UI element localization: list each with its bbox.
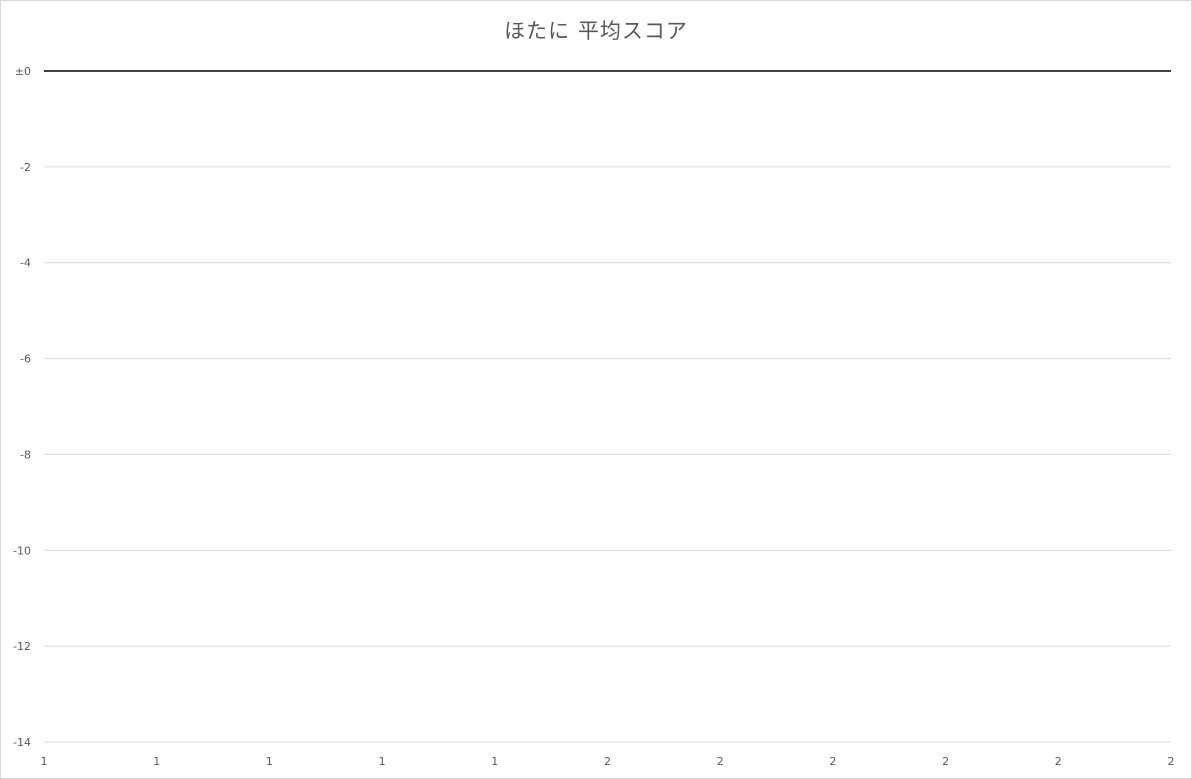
x-tick-label: 1	[266, 755, 273, 768]
x-tick-label: 2	[604, 755, 611, 768]
x-tick-label: 1	[379, 755, 386, 768]
x-tick-label: 1	[491, 755, 498, 768]
x-tick-label: 2	[942, 755, 949, 768]
y-tick-label: -4	[20, 257, 31, 270]
x-tick-label: 1	[153, 755, 160, 768]
y-tick-label: -8	[20, 448, 31, 461]
y-tick-label: -10	[13, 544, 31, 557]
x-tick-label: 2	[1055, 755, 1062, 768]
chart-title: ほたに 平均スコア	[504, 19, 688, 43]
x-tick-label: 2	[829, 755, 836, 768]
x-tick-label: 2	[1168, 755, 1175, 768]
y-tick-label: -6	[20, 353, 31, 366]
x-tick-label: 1	[41, 755, 48, 768]
x-tick-label: 2	[717, 755, 724, 768]
y-tick-label: -12	[13, 640, 31, 653]
y-tick-label: ±0	[15, 65, 31, 78]
y-tick-label: -14	[13, 736, 31, 749]
y-tick-label: -2	[20, 161, 31, 174]
